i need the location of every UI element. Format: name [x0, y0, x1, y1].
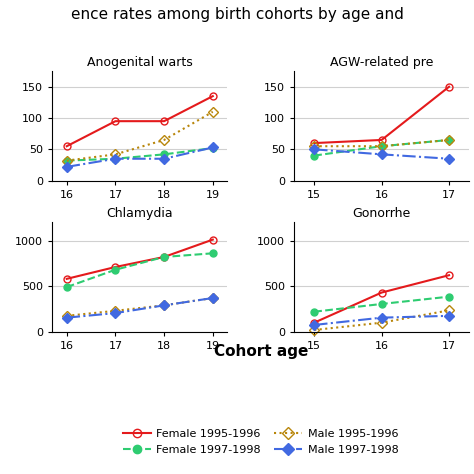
Title: Anogenital warts: Anogenital warts: [87, 55, 192, 69]
Text: Cohort age: Cohort age: [213, 344, 308, 359]
Title: Gonorrhe: Gonorrhe: [353, 207, 411, 220]
Title: Chlamydia: Chlamydia: [107, 207, 173, 220]
Text: ence rates among birth cohorts by age and: ence rates among birth cohorts by age an…: [71, 7, 403, 22]
Title: AGW-related pre: AGW-related pre: [330, 55, 433, 69]
Legend: Female 1995-1996, Female 1997-1998, Male 1995-1996, Male 1997-1998: Female 1995-1996, Female 1997-1998, Male…: [118, 425, 403, 459]
